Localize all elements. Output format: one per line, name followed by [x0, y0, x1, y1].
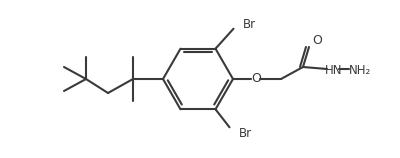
Text: Br: Br — [238, 127, 252, 140]
Text: Br: Br — [242, 18, 256, 31]
Text: HN: HN — [325, 64, 343, 76]
Text: O: O — [251, 72, 261, 85]
Text: O: O — [312, 34, 322, 48]
Text: NH₂: NH₂ — [349, 64, 371, 76]
